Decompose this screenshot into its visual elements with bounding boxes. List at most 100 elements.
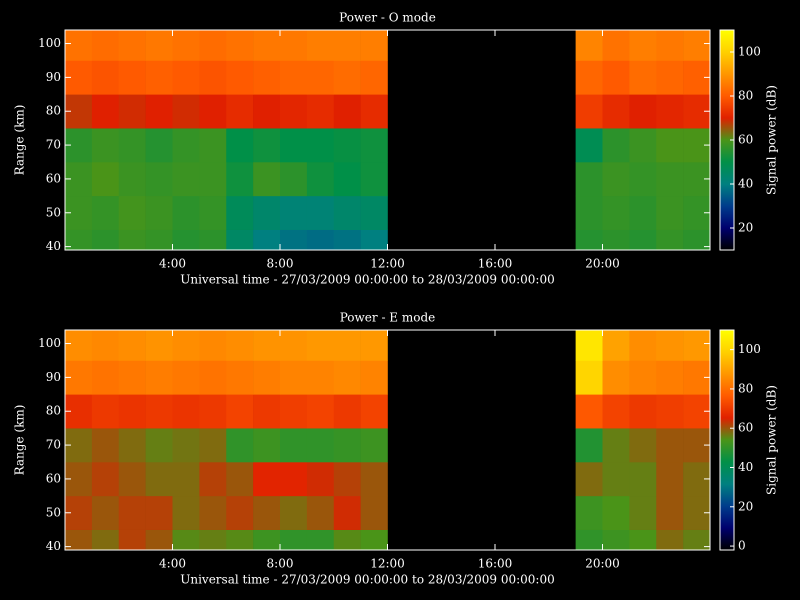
heatmap-cell (360, 229, 388, 251)
heatmap-cell (656, 128, 684, 163)
heatmap-cell (253, 128, 281, 163)
heatmap-cell (118, 462, 146, 497)
heatmap-cell (118, 162, 146, 197)
heatmap-cell (360, 462, 388, 497)
heatmap-cell (602, 162, 630, 197)
heatmap-cell (91, 495, 120, 530)
heatmap-cell (65, 529, 93, 551)
colorbar-tick-label: 100 (738, 45, 761, 59)
heatmap-cell (602, 330, 630, 361)
heatmap-cell (280, 394, 308, 429)
heatmap-cell (145, 360, 173, 395)
heatmap-cell (226, 495, 254, 530)
heatmap-cell (602, 128, 630, 163)
heatmap-cell (602, 462, 630, 497)
heatmap-cell (226, 330, 254, 361)
heatmap-cell (91, 94, 120, 129)
colorbar-label: Signal power (dB) (765, 85, 779, 195)
heatmap-cell (629, 529, 657, 551)
heatmap-cell (656, 30, 684, 61)
heatmap-cell (306, 495, 335, 530)
heatmap-cell (306, 394, 335, 429)
heatmap-cell (172, 162, 200, 197)
heatmap-cell (306, 229, 335, 251)
heatmap-cell (253, 462, 281, 497)
heatmap-cell (118, 495, 146, 530)
heatmap-cell (65, 30, 93, 61)
heatmap-cell (629, 428, 657, 463)
heatmap-cell (145, 229, 173, 251)
x-tick-label: 12:00 (370, 257, 405, 271)
x-tick-label: 16:00 (478, 257, 513, 271)
heatmap-cell (226, 195, 254, 230)
heatmap-cell (65, 229, 93, 251)
heatmap-cell (629, 60, 657, 95)
heatmap-cell (199, 162, 227, 197)
heatmap-cell (91, 529, 120, 551)
heatmap-cell (145, 428, 173, 463)
x-tick-label: 20:00 (585, 257, 620, 271)
heatmap-cell (629, 394, 657, 429)
heatmap-cell (306, 529, 335, 551)
chart-title: Power - O mode (339, 11, 436, 25)
heatmap-cell (280, 60, 308, 95)
heatmap-cell (280, 360, 308, 395)
heatmap-cell (575, 229, 603, 251)
heatmap-cell (280, 94, 308, 129)
heatmap-cell (145, 60, 173, 95)
heatmap-cell (118, 394, 146, 429)
heatmap-cell (172, 195, 200, 230)
y-tick-label: 60 (46, 471, 61, 485)
heatmap-cell (575, 462, 603, 497)
colorbar-tick-label: 40 (738, 460, 753, 474)
heatmap-cell (172, 330, 200, 361)
y-tick-label: 100 (38, 336, 61, 350)
heatmap-cell (333, 330, 361, 361)
heatmap-cell (602, 229, 630, 251)
heatmap-cell (280, 428, 308, 463)
heatmap-cell (306, 195, 335, 230)
heatmap-cell (226, 360, 254, 395)
heatmap-cell (145, 162, 173, 197)
heatmap-cell (118, 229, 146, 251)
heatmap-cell (575, 60, 603, 95)
colorbar (720, 30, 734, 250)
y-tick-label: 80 (46, 104, 61, 118)
heatmap-cell (118, 128, 146, 163)
colorbar-tick-label: 60 (738, 133, 753, 147)
heatmap-cell (575, 495, 603, 530)
heatmap-cell (629, 462, 657, 497)
heatmap-cell (360, 94, 388, 129)
heatmap-cell (575, 529, 603, 551)
heatmap-cell (172, 428, 200, 463)
heatmap-cell (199, 229, 227, 251)
heatmap-cell (602, 360, 630, 395)
heatmap-cell (333, 30, 361, 61)
heatmap-cell (172, 229, 200, 251)
heatmap-cell (253, 60, 281, 95)
heatmap-cell (333, 229, 361, 251)
heatmap-cell (360, 330, 388, 361)
y-tick-label: 70 (46, 438, 61, 452)
heatmap-cell (602, 495, 630, 530)
heatmap-cell (145, 495, 173, 530)
heatmap-cell (333, 162, 361, 197)
heatmap-cell (199, 30, 227, 61)
heatmap-cell (172, 360, 200, 395)
heatmap-cell (118, 60, 146, 95)
heatmap-cell (575, 394, 603, 429)
colorbar-tick-label: 100 (738, 342, 761, 356)
colorbar-tick-label: 60 (738, 421, 753, 435)
heatmap-cell (656, 495, 684, 530)
heatmap-cell (656, 229, 684, 251)
heatmap-cell (118, 529, 146, 551)
heatmap-cell (629, 162, 657, 197)
heatmap-cell (333, 529, 361, 551)
heatmap-cell (629, 229, 657, 251)
heatmap-cell (575, 360, 603, 395)
heatmap-cell (145, 394, 173, 429)
heatmap-cell (145, 30, 173, 61)
heatmap-cell (253, 30, 281, 61)
heatmap-cell (360, 195, 388, 230)
